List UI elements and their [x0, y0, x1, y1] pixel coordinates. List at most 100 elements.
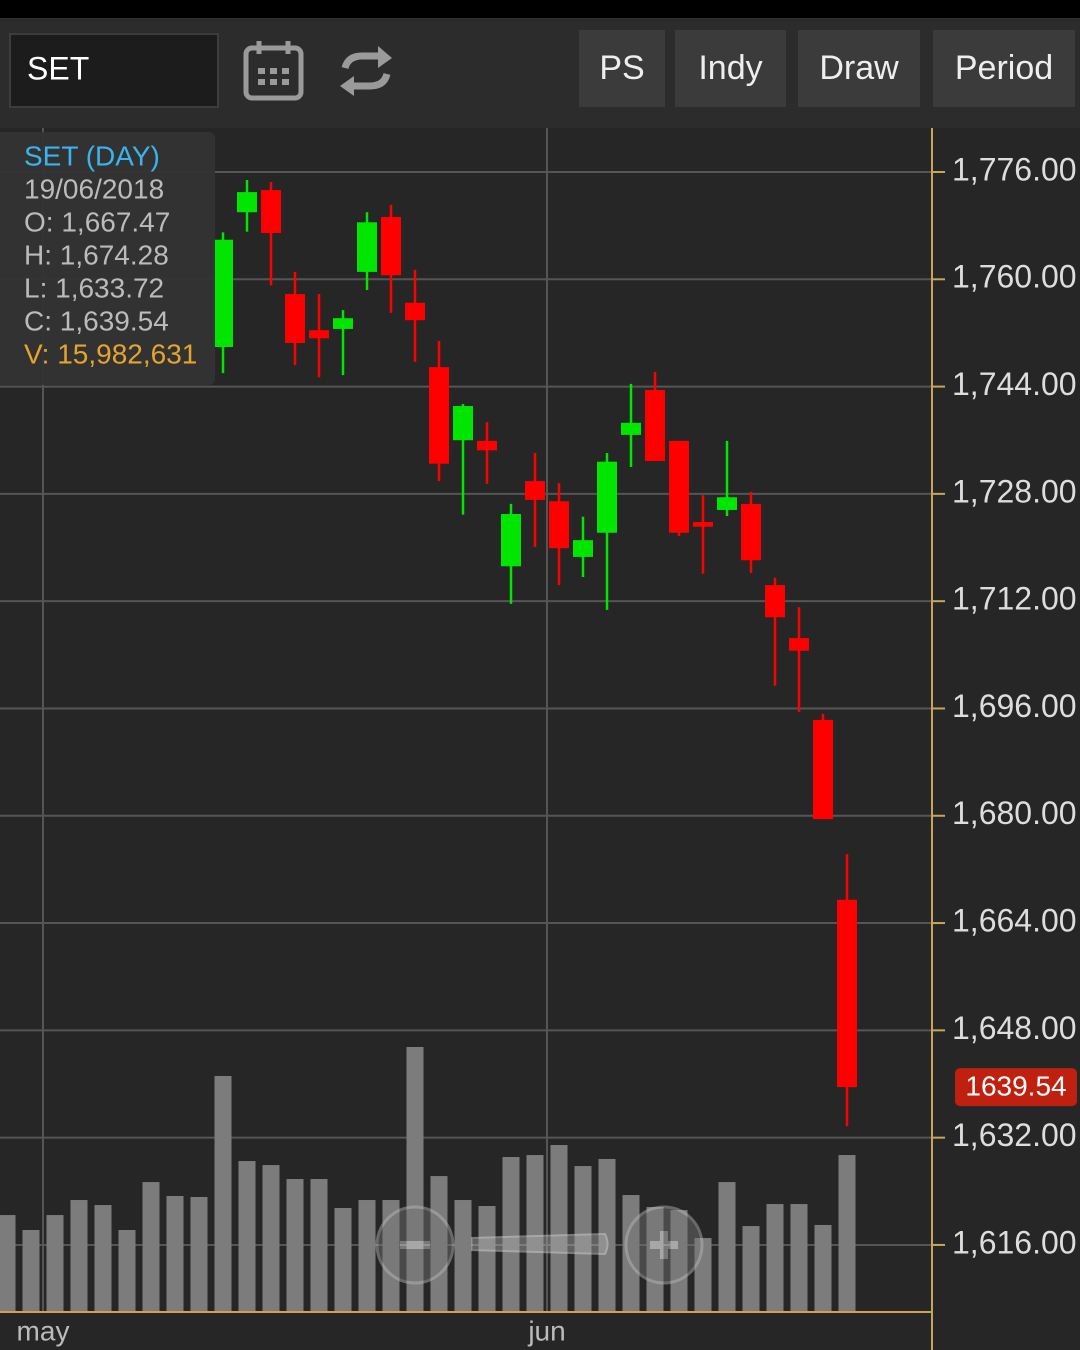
volume-bar	[718, 1182, 736, 1312]
y-tick-label: 1,696.00	[952, 688, 1077, 724]
y-tick-label: 1,712.00	[952, 581, 1077, 617]
last-price-label: 1639.54	[965, 1070, 1066, 1101]
tooltip-line: H: 1,674.28	[24, 239, 169, 270]
toolbar-button[interactable]	[798, 30, 920, 107]
candle-body	[237, 192, 257, 213]
zoom-out-icon	[400, 1241, 430, 1249]
volume-bar	[190, 1196, 208, 1312]
volume-bar	[262, 1165, 280, 1312]
tooltip-line: V: 15,982,631	[24, 338, 197, 369]
candle-body	[669, 440, 689, 533]
toolbar-button-label: Indy	[698, 49, 762, 87]
zoom-in-icon	[650, 1231, 678, 1259]
candle-body	[333, 318, 353, 329]
volume-bar	[22, 1229, 40, 1312]
volume-bar	[382, 1200, 400, 1312]
y-tick-label: 1,760.00	[952, 259, 1077, 295]
volume-bar	[790, 1204, 808, 1312]
volume-bar	[502, 1157, 520, 1312]
y-tick-label: 1,664.00	[952, 903, 1077, 939]
candle-body	[717, 497, 737, 510]
candle-body	[381, 216, 401, 276]
volume-bar	[694, 1238, 712, 1312]
candle-body	[525, 481, 545, 500]
volume-bar	[574, 1166, 592, 1312]
y-tick-label: 1,728.00	[952, 473, 1077, 509]
volume-bar	[358, 1200, 376, 1312]
volume-bar	[598, 1158, 616, 1312]
refresh-icon[interactable]	[340, 46, 392, 96]
candle-body	[285, 294, 305, 343]
calendar-icon[interactable]	[243, 41, 304, 101]
x-tick-label: may	[17, 1315, 70, 1346]
tooltip-date: 19/06/2018	[24, 173, 164, 204]
y-tick-label: 1,680.00	[952, 795, 1077, 831]
candle-body	[405, 302, 425, 321]
toolbar-button[interactable]	[579, 30, 665, 107]
status-bar	[0, 0, 1080, 18]
zoom-slider[interactable]	[471, 1232, 609, 1256]
candle-body	[429, 367, 449, 464]
volume-bar	[286, 1179, 304, 1312]
symbol-input[interactable]	[9, 33, 219, 108]
volume-bar	[742, 1226, 760, 1312]
volume-bar	[670, 1210, 688, 1312]
volume-bar	[46, 1215, 64, 1312]
tooltip-panel	[0, 132, 215, 385]
candle-body	[789, 638, 809, 651]
candle-body	[741, 503, 761, 561]
volume-bar	[766, 1204, 784, 1312]
candle-body	[813, 719, 833, 820]
y-tick-label: 1,632.00	[952, 1117, 1077, 1153]
volume-bar	[406, 1047, 424, 1312]
y-tick-label: 1,616.00	[952, 1224, 1077, 1260]
volume-bar	[94, 1205, 112, 1312]
candle-body	[261, 190, 281, 234]
candle-body	[501, 513, 521, 567]
volume-bar	[430, 1176, 448, 1312]
volume-bar	[478, 1206, 496, 1312]
toolbar-button[interactable]	[675, 30, 786, 107]
x-tick-label: jun	[527, 1315, 565, 1346]
volume-bar	[838, 1155, 856, 1312]
volume-bar	[622, 1195, 640, 1312]
toolbar-button-label: PS	[599, 49, 644, 87]
last-price-tag	[955, 1068, 1077, 1107]
y-tick-label: 1,776.00	[952, 151, 1077, 187]
candle-body	[621, 422, 641, 435]
volume-bar	[526, 1155, 544, 1312]
candle-body	[477, 440, 497, 451]
candle-body	[573, 540, 593, 557]
volume-bar	[454, 1200, 472, 1312]
y-tick-label: 1,744.00	[952, 366, 1077, 402]
toolbar-button[interactable]	[933, 30, 1075, 107]
symbol-text: SET	[27, 50, 89, 86]
candle-body	[549, 501, 569, 549]
toolbar-button-label: Draw	[819, 49, 899, 87]
candle-body	[309, 330, 329, 339]
candle-body	[645, 389, 665, 462]
candle-body	[597, 461, 617, 533]
volume-bar	[310, 1179, 328, 1312]
volume-bar	[238, 1161, 256, 1312]
volume-bar	[0, 1215, 16, 1312]
volume-bar	[334, 1207, 352, 1312]
candle-body	[765, 585, 785, 618]
candle-body	[453, 406, 473, 441]
zoom-controls	[375, 1205, 704, 1285]
volume-bar	[70, 1200, 88, 1312]
tooltip-line: L: 1,633.72	[24, 272, 164, 303]
zoom-in-button[interactable]	[624, 1205, 704, 1285]
volume-bar	[142, 1182, 160, 1312]
volume-bar	[550, 1145, 568, 1312]
candle-body	[693, 522, 713, 527]
tooltip-title: SET (DAY)	[24, 140, 160, 171]
tooltip-line: C: 1,639.54	[24, 305, 169, 336]
candle-body	[213, 239, 233, 348]
zoom-out-button[interactable]	[375, 1205, 455, 1285]
volume-bar	[214, 1075, 232, 1312]
volume-bar	[166, 1196, 184, 1312]
volume-bar	[814, 1224, 832, 1312]
volume-bar	[646, 1207, 664, 1312]
